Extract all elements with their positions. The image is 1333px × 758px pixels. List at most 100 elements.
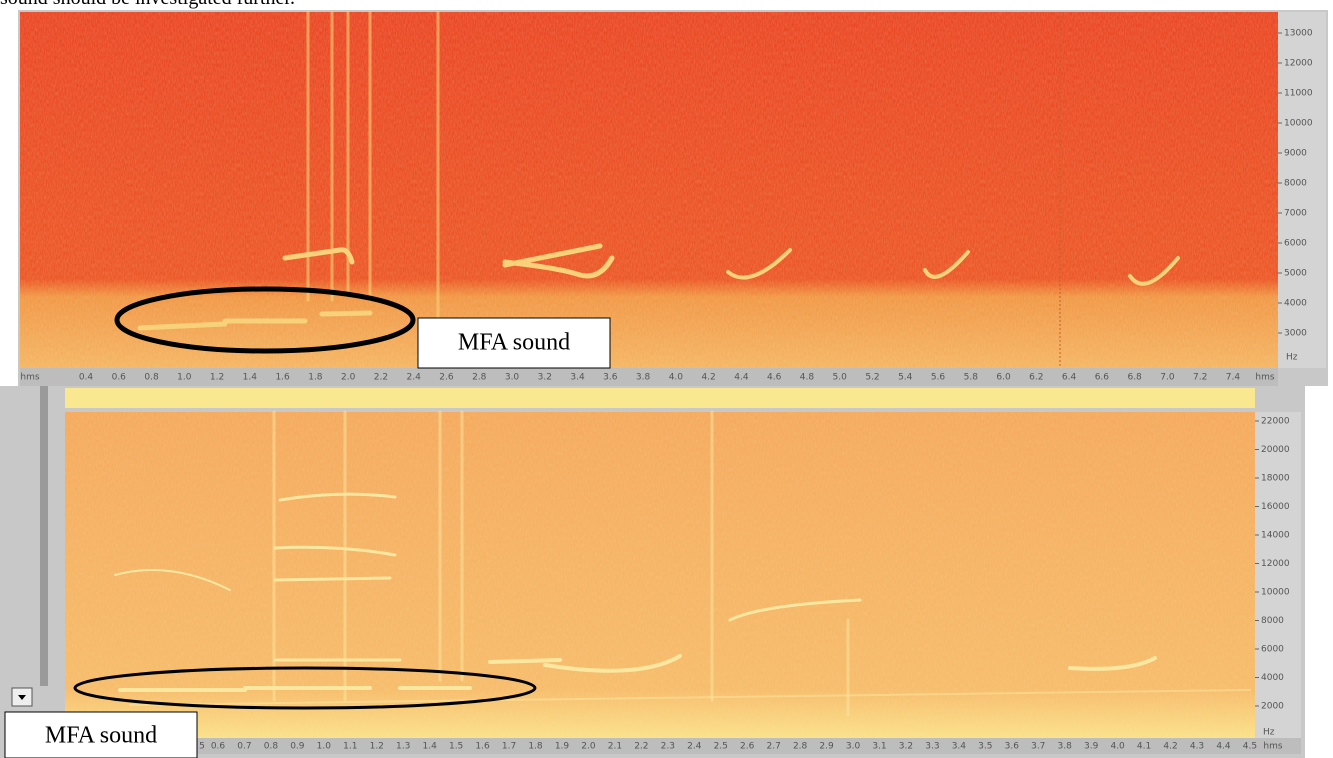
annotation: MFA sound bbox=[45, 723, 157, 749]
y-label: 10000 bbox=[1284, 119, 1313, 129]
x-label: 0.6 bbox=[112, 373, 127, 383]
annotation-box bbox=[417, 317, 611, 369]
x-label: 0.4 bbox=[79, 373, 94, 383]
x-label: 4.5 bbox=[1243, 742, 1257, 752]
y-label: 2000 bbox=[1261, 702, 1284, 712]
y-label: 8000 bbox=[1261, 616, 1284, 626]
x-label: 3.4 bbox=[570, 373, 585, 383]
y-label: 3000 bbox=[1284, 329, 1307, 339]
x-label: 1.8 bbox=[528, 742, 543, 752]
y-label: 13000 bbox=[1284, 29, 1313, 39]
noise bbox=[20, 12, 1278, 368]
x-label: 3.3 bbox=[925, 742, 939, 752]
y-label: 10000 bbox=[1261, 588, 1290, 598]
x-label: 1.2 bbox=[210, 373, 224, 383]
x-label: 2.8 bbox=[472, 373, 487, 383]
x-label: 4.2 bbox=[701, 373, 715, 383]
x-label: 0.7 bbox=[237, 742, 251, 752]
y-label: 4000 bbox=[1261, 673, 1284, 683]
x-label: 7.4 bbox=[1226, 373, 1241, 383]
x-label: 3.5 bbox=[978, 742, 992, 752]
x-label: 3.0 bbox=[846, 742, 861, 752]
x-label: 1.6 bbox=[475, 742, 490, 752]
y-unit: Hz bbox=[1263, 728, 1275, 738]
x-label: 2.9 bbox=[819, 742, 834, 752]
x-label: 5.2 bbox=[865, 373, 879, 383]
y-label: 14000 bbox=[1261, 531, 1290, 541]
x-axis bbox=[65, 738, 1301, 754]
y-label: 22000 bbox=[1261, 417, 1290, 427]
y-label: 11000 bbox=[1284, 89, 1313, 99]
x-label: 3.9 bbox=[1084, 742, 1099, 752]
x-label: 3.6 bbox=[603, 373, 618, 383]
x-label: 1.6 bbox=[275, 373, 290, 383]
x-label: 1.7 bbox=[502, 742, 516, 752]
y-label: 4000 bbox=[1284, 299, 1307, 309]
y-label: 12000 bbox=[1284, 59, 1313, 69]
x-label: hms bbox=[20, 373, 39, 383]
x-label: 1.0 bbox=[177, 373, 192, 383]
scroll-track bbox=[40, 386, 48, 686]
y-unit: Hz bbox=[1286, 353, 1298, 363]
x-label: 4.2 bbox=[1163, 742, 1177, 752]
x-label: 6.2 bbox=[1029, 373, 1043, 383]
x-label: 5.6 bbox=[931, 373, 946, 383]
annotation: MFA sound bbox=[458, 330, 570, 356]
y-label: 5000 bbox=[1284, 269, 1307, 279]
x-label: 2.4 bbox=[687, 742, 702, 752]
y-label: 12000 bbox=[1261, 559, 1290, 569]
x-label: 3.8 bbox=[636, 373, 651, 383]
x-label: 3.4 bbox=[952, 742, 967, 752]
x-label: 1.4 bbox=[243, 373, 258, 383]
annotation-box bbox=[4, 711, 198, 758]
x-label: 1.5 bbox=[449, 742, 463, 752]
y-label: 7000 bbox=[1284, 209, 1307, 219]
x-label: 3.2 bbox=[538, 373, 552, 383]
x-label: 0.9 bbox=[290, 742, 305, 752]
x-label: 4.4 bbox=[734, 373, 749, 383]
x-label: 3.8 bbox=[1058, 742, 1073, 752]
x-label: 5 bbox=[199, 742, 205, 752]
x-label: 4.0 bbox=[1110, 742, 1125, 752]
x-label: 4.8 bbox=[800, 373, 815, 383]
x-label: 6.4 bbox=[1062, 373, 1077, 383]
y-axis bbox=[1278, 12, 1326, 368]
noise bbox=[65, 412, 1255, 738]
x-label: 2.2 bbox=[374, 373, 388, 383]
x-label: 1.0 bbox=[317, 742, 332, 752]
x-label: 6.6 bbox=[1095, 373, 1110, 383]
x-label: 1.2 bbox=[370, 742, 384, 752]
x-label: 1.4 bbox=[423, 742, 438, 752]
y-label: 20000 bbox=[1261, 445, 1290, 455]
x-label: 3.2 bbox=[899, 742, 913, 752]
x-label: 7.2 bbox=[1193, 373, 1207, 383]
x-label: 3.1 bbox=[872, 742, 886, 752]
y-label: 6000 bbox=[1261, 645, 1284, 655]
x-label: 2.0 bbox=[341, 373, 356, 383]
calls bbox=[114, 410, 1251, 717]
x-label: 5.8 bbox=[964, 373, 979, 383]
x-label: 2.4 bbox=[407, 373, 422, 383]
x-label: 2.5 bbox=[714, 742, 728, 752]
highlight-ellipse bbox=[114, 286, 416, 354]
x-label: 1.1 bbox=[343, 742, 357, 752]
x-label: 6.0 bbox=[996, 373, 1011, 383]
x-label: 4.0 bbox=[669, 373, 684, 383]
x-label: 2.6 bbox=[740, 742, 755, 752]
caption: sound should be investigated further. bbox=[0, 0, 295, 9]
x-label: 3.6 bbox=[1005, 742, 1020, 752]
x-label: 0.8 bbox=[144, 373, 159, 383]
x-axis bbox=[20, 368, 1278, 386]
arrow-icon bbox=[18, 695, 26, 700]
x-label: hms bbox=[1263, 742, 1282, 752]
x-label: 1.3 bbox=[396, 742, 410, 752]
x-label: 5.0 bbox=[833, 373, 848, 383]
x-label: 1.8 bbox=[308, 373, 323, 383]
x-label: 0.8 bbox=[264, 742, 279, 752]
x-label: 1.9 bbox=[555, 742, 570, 752]
overview-band bbox=[65, 388, 1255, 408]
x-label: 4.1 bbox=[1137, 742, 1151, 752]
x-label: 6.8 bbox=[1127, 373, 1142, 383]
y-label: 9000 bbox=[1284, 149, 1307, 159]
x-label: 7.0 bbox=[1160, 373, 1175, 383]
